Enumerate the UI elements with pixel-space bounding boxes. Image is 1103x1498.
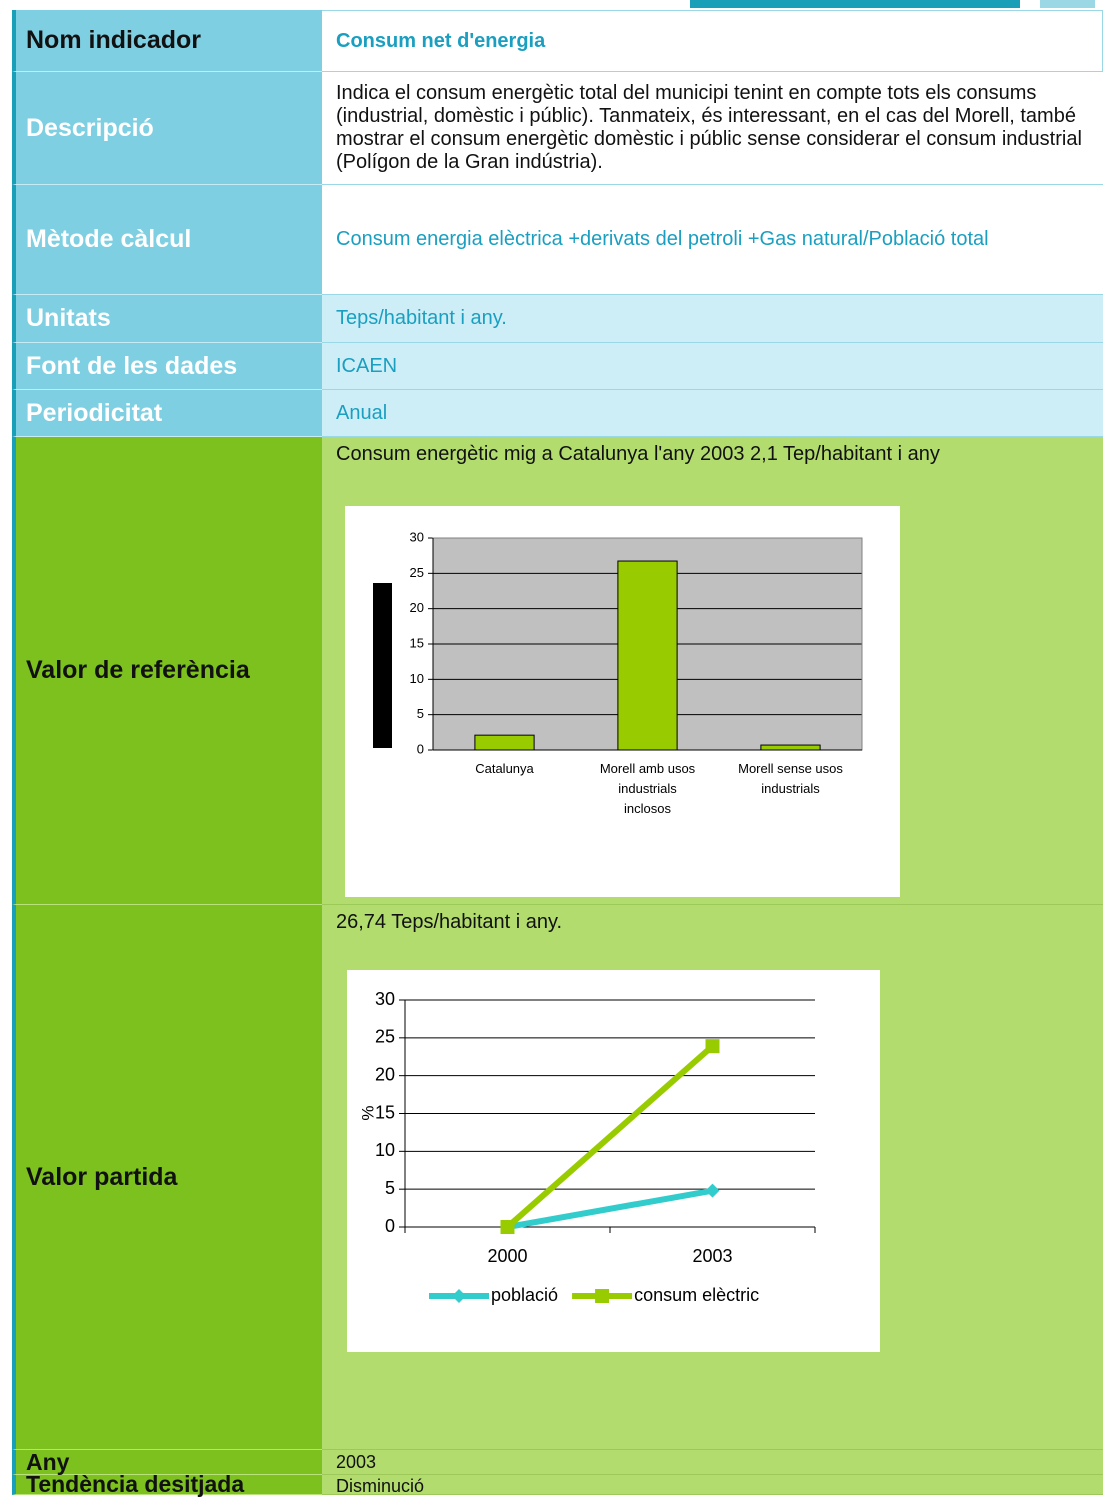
bar xyxy=(474,734,535,751)
marker xyxy=(705,1039,720,1054)
row-value: Indica el consum energètic total del mun… xyxy=(322,72,1103,185)
row-value: Teps/habitant i any. xyxy=(322,295,1103,343)
bar-chart: 0 5 10 15 20 25 30 Catalunya Morell amb usos indu… xyxy=(345,506,900,897)
row-value: ICAEN xyxy=(322,343,1103,390)
y-tick-label: 25 xyxy=(375,1027,395,1047)
y-tick-label: 15 xyxy=(410,635,424,650)
y-tick-label: 25 xyxy=(410,565,424,580)
x-tick-label: Catalunya xyxy=(475,761,534,776)
y-tick-label: 30 xyxy=(410,529,424,544)
x-tick-label: Morell amb usos industrials inclosos xyxy=(600,761,696,816)
row-label: Unitats xyxy=(12,295,322,343)
row: Unitats Teps/habitant i any. xyxy=(12,295,1103,343)
row: Any 2003 xyxy=(12,1449,1103,1475)
y-tick-label: 10 xyxy=(410,671,424,686)
row-label: Descripció xyxy=(12,72,322,185)
y-tick-label: 30 xyxy=(375,989,395,1009)
y-tick-label: 20 xyxy=(375,1064,395,1084)
bar xyxy=(760,744,821,751)
row-value: Disminució xyxy=(322,1475,1103,1496)
row: Descripció Indica el consum energètic to… xyxy=(12,72,1103,185)
y-tick-label: 15 xyxy=(375,1102,395,1122)
y-tick-label: 5 xyxy=(417,706,424,721)
top-strip-light xyxy=(1040,0,1095,8)
x-tick-label: Morell sense usos industrials xyxy=(738,761,843,796)
row-label: Valor de referència xyxy=(12,437,322,905)
row-label: Nom indicador xyxy=(12,10,322,72)
row-label: Mètode càlcul xyxy=(12,185,322,295)
marker xyxy=(595,1289,610,1303)
row-value: Consum net d'energia xyxy=(322,10,1103,72)
row-label: Tendència desitjada xyxy=(12,1471,322,1497)
marker xyxy=(705,1183,720,1198)
row-value: Consum energia elèctrica +derivats del p… xyxy=(322,185,1103,295)
series-line xyxy=(505,1043,715,1230)
top-strip xyxy=(690,0,1020,8)
axis-title-block xyxy=(373,583,392,748)
row-label: Font de les dades xyxy=(12,343,322,390)
marker xyxy=(500,1220,515,1234)
y-axis-label: % xyxy=(358,1105,377,1120)
row: Nom indicador Consum net d'energia xyxy=(12,10,1103,72)
row: Valor partida 26,74 Teps/habitant i any. xyxy=(12,905,1103,1450)
x-tick-label: 2003 xyxy=(692,1246,732,1266)
line-chart: 0 5 10 15 20 25 30% 2000 2003 població consum elèc… xyxy=(347,970,880,1352)
y-tick-label: 20 xyxy=(410,600,424,615)
y-tick-label: 10 xyxy=(375,1140,395,1160)
row-label: Any xyxy=(12,1449,322,1475)
x-tick-label: 2000 xyxy=(487,1246,527,1266)
y-tick-label: 5 xyxy=(385,1178,395,1198)
marker xyxy=(452,1289,466,1303)
series-line xyxy=(506,1187,714,1230)
row-value: 2003 xyxy=(322,1450,1103,1475)
legend-label: consum elèctric xyxy=(634,1285,759,1305)
legend-label: població xyxy=(491,1285,558,1305)
y-tick-label: 0 xyxy=(417,741,424,756)
row: Periodicitat Anual xyxy=(12,390,1103,437)
row: Mètode càlcul Consum energia elèctrica +… xyxy=(12,185,1103,295)
row: Font de les dades ICAEN xyxy=(12,343,1103,390)
row-label: Periodicitat xyxy=(12,390,322,437)
row: Tendència desitjada Disminució xyxy=(12,1471,1103,1497)
y-tick-label: 0 xyxy=(385,1216,395,1236)
bar xyxy=(617,560,678,751)
row-label: Valor partida xyxy=(12,905,322,1450)
row-value: Anual xyxy=(322,390,1103,437)
